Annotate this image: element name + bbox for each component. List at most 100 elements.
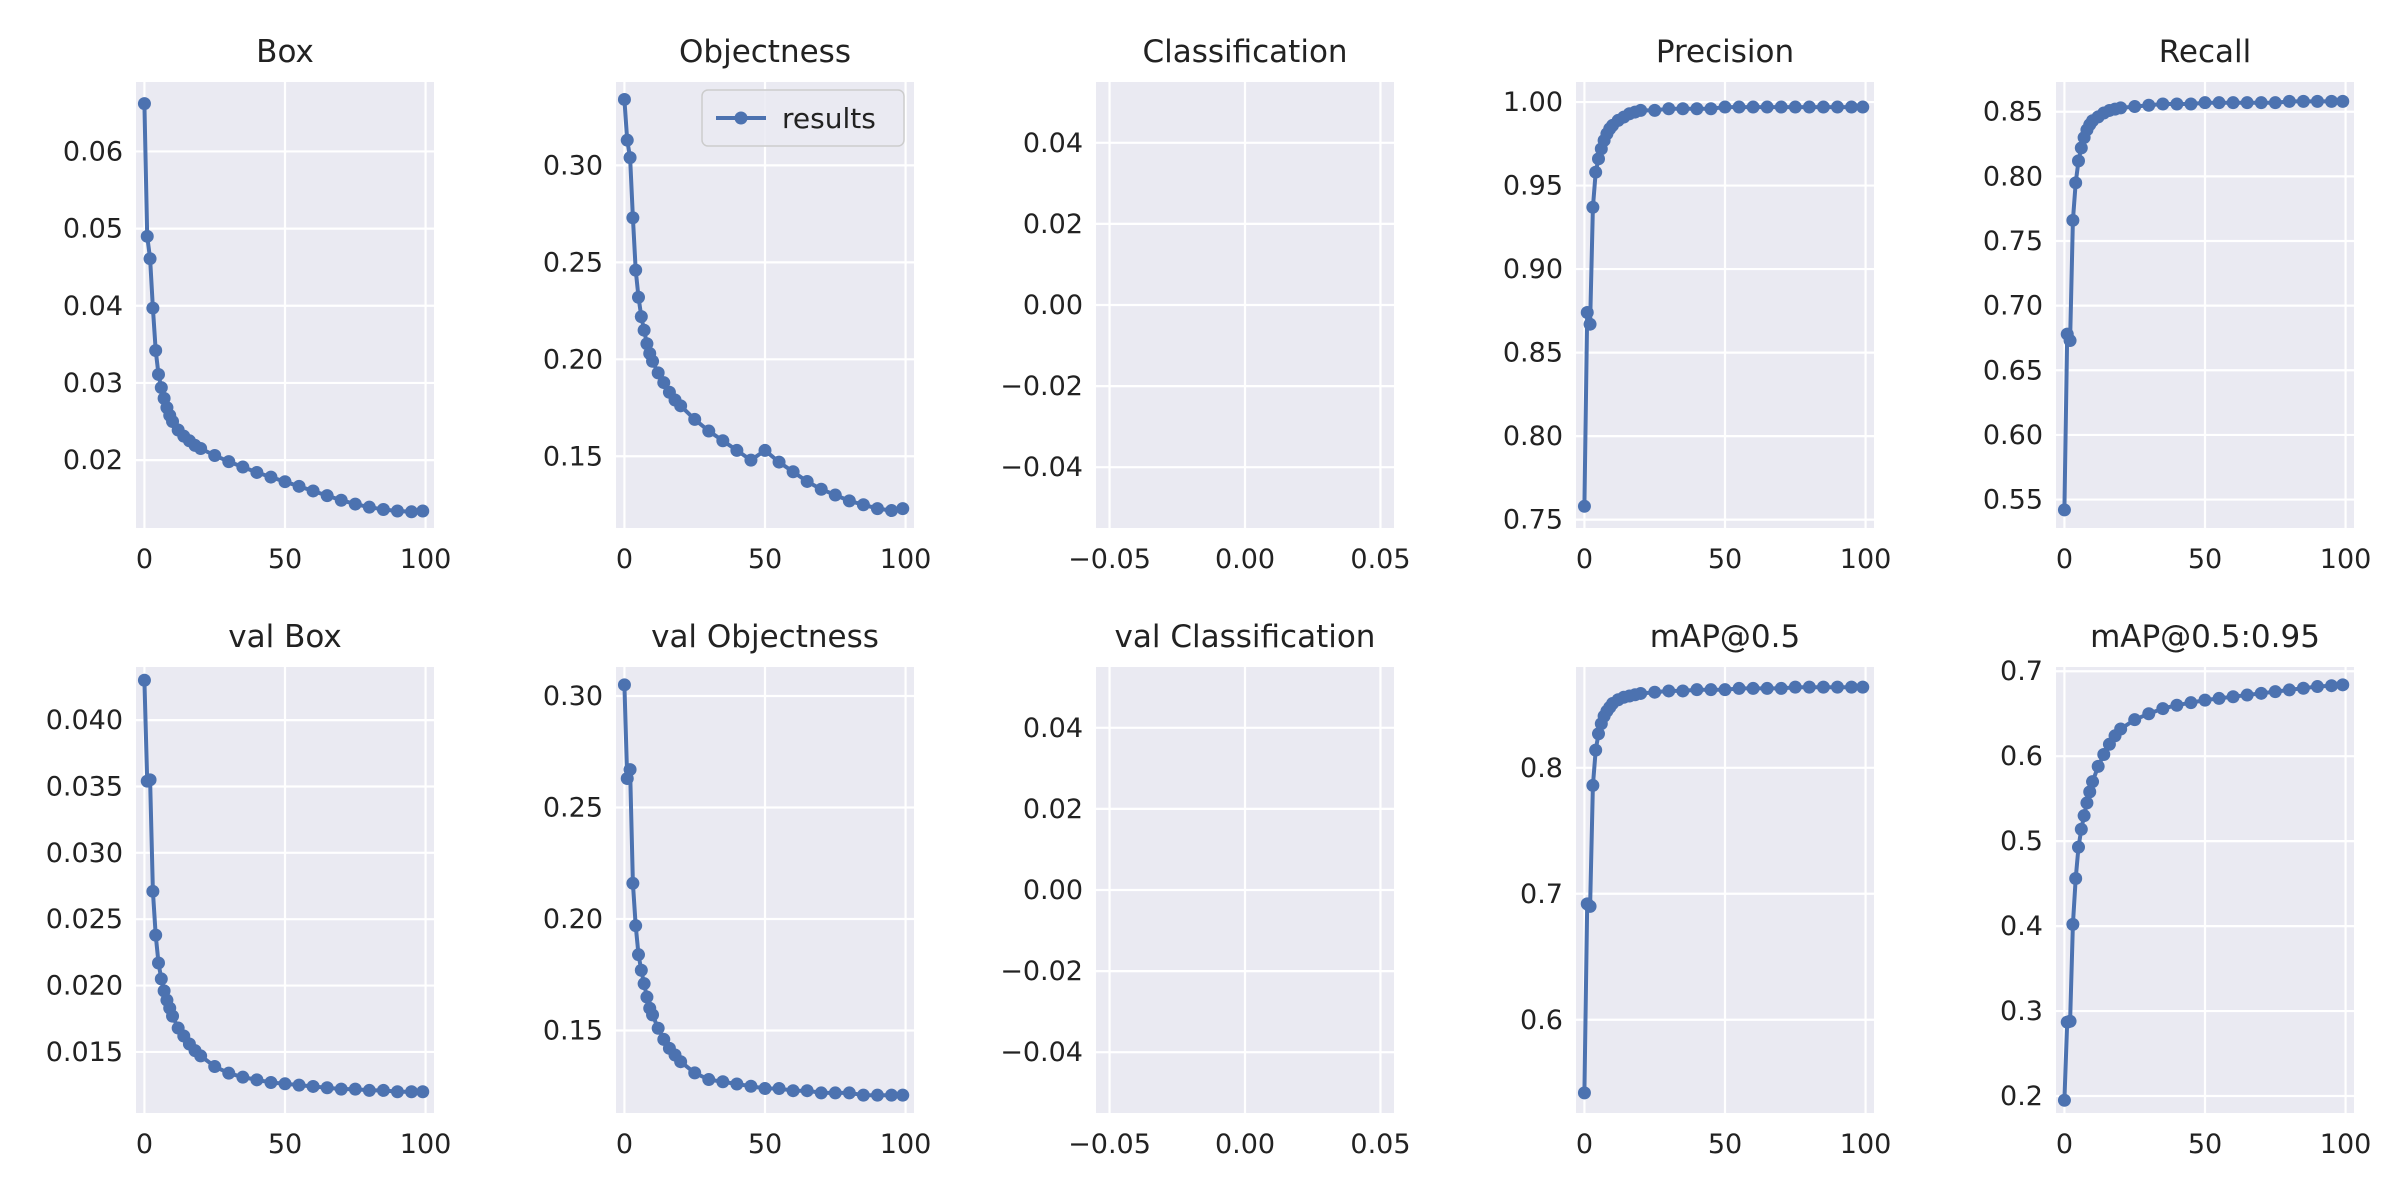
recall-data-point — [2212, 96, 2226, 110]
val-objectness-data-point — [896, 1088, 910, 1102]
precision-panel: 0 50 100 0.75 0.80 0.85 0.90 0.95 1.00 Precision — [1503, 34, 1891, 575]
val-objectness-data-point — [702, 1073, 716, 1087]
map-0-5-0-95-data-point — [2083, 785, 2097, 799]
recall-data-point — [2128, 100, 2142, 114]
recall-data-point — [2226, 96, 2240, 110]
recall-data-point — [2063, 334, 2077, 348]
recall-data-point — [2254, 96, 2268, 110]
box-y-tick-label: 0.05 — [63, 214, 123, 245]
val-objectness-data-point — [772, 1081, 786, 1095]
objectness-data-point — [657, 376, 671, 390]
recall-data-point — [2310, 94, 2324, 108]
val-objectness-data-point — [786, 1084, 800, 1098]
map-0-5-0-95-data-point — [2282, 683, 2296, 697]
val-objectness-x-tick-label: 0 — [616, 1129, 633, 1160]
box-y-tick-label: 0.04 — [63, 291, 123, 322]
recall-data-point — [2296, 94, 2310, 108]
val-box-data-point — [236, 1070, 250, 1084]
recall-y-tick-label: 0.75 — [1983, 226, 2043, 257]
map-0-5-data-point — [1802, 680, 1816, 694]
precision-y-tick-label: 0.95 — [1503, 171, 1563, 202]
objectness-x-tick-label: 100 — [880, 544, 932, 575]
recall-data-point — [2069, 176, 2083, 190]
val-objectness-y-tick-label: 0.30 — [543, 681, 603, 712]
objectness-data-point — [651, 366, 665, 380]
box-data-point — [194, 442, 208, 456]
val-box-data-point — [416, 1085, 430, 1099]
precision-data-point — [1718, 100, 1732, 114]
objectness-data-point — [674, 399, 688, 413]
precision-title: Precision — [1656, 34, 1794, 70]
classification-y-tick-label: 0.02 — [1023, 209, 1083, 240]
val-box-data-point — [362, 1083, 376, 1097]
map-0-5-0-95-data-point — [2240, 688, 2254, 702]
map-0-5-x-tick-label: 0 — [1576, 1129, 1593, 1160]
precision-data-point — [1662, 102, 1676, 116]
box-data-point — [362, 500, 376, 514]
map-0-5-0-95-data-point — [2128, 713, 2142, 727]
box-data-point — [151, 367, 165, 381]
val-box-panel: 0 50 100 0.015 0.020 0.025 0.030 0.035 0.040 val … — [46, 619, 452, 1160]
classification-y-tick-label: −0.02 — [1000, 371, 1083, 402]
box-y-tick-label: 0.02 — [63, 445, 123, 476]
recall-y-tick-label: 0.85 — [1983, 97, 2043, 128]
objectness-data-point — [716, 434, 730, 448]
map-0-5-y-tick-label: 0.6 — [1520, 1005, 1563, 1036]
box-data-point — [292, 479, 306, 493]
val-box-y-tick-label: 0.015 — [46, 1037, 123, 1068]
map-0-5-data-point — [1760, 681, 1774, 695]
precision-data-point — [1648, 103, 1662, 117]
val-box-data-point — [306, 1079, 320, 1093]
val-objectness-x-tick-label: 100 — [880, 1129, 932, 1160]
val-objectness-y-tick-label: 0.20 — [543, 904, 603, 935]
map-0-5-data-point — [1676, 684, 1690, 698]
recall-title: Recall — [2159, 34, 2252, 70]
box-data-point — [149, 344, 163, 358]
val-box-data-point — [376, 1083, 390, 1097]
val-box-data-point — [222, 1066, 236, 1080]
val-objectness-panel: 0 50 100 0.15 0.20 0.25 0.30 val Objectness — [543, 619, 931, 1160]
map-0-5-0-95-y-tick-label: 0.7 — [2000, 656, 2043, 687]
map-0-5-0-95-data-point — [2184, 696, 2198, 710]
val-classification-y-tick-label: 0.00 — [1023, 875, 1083, 906]
val-box-data-point — [348, 1082, 362, 1096]
map-0-5-data-point — [1816, 680, 1830, 694]
objectness-data-point — [646, 354, 660, 368]
objectness-y-tick-label: 0.25 — [543, 247, 603, 278]
objectness-data-point — [828, 488, 842, 502]
classification-x-tick-label: 0.00 — [1215, 544, 1275, 575]
objectness-data-point — [626, 211, 640, 225]
box-x-tick-label: 0 — [136, 544, 153, 575]
box-data-point — [405, 505, 419, 519]
map-0-5-data-point — [1591, 727, 1605, 741]
box-data-point — [143, 252, 157, 266]
classification-title: Classification — [1142, 34, 1347, 70]
val-box-data-point — [149, 928, 163, 942]
box-data-point — [376, 502, 390, 516]
val-classification-x-tick-label: −0.05 — [1068, 1129, 1151, 1160]
objectness-data-point — [758, 443, 772, 457]
box-y-tick-label: 0.06 — [63, 136, 123, 167]
map-0-5-data-point — [1845, 680, 1859, 694]
objectness-data-point — [631, 290, 645, 304]
val-box-data-point — [405, 1085, 419, 1099]
map-0-5-data-point — [1690, 683, 1704, 697]
map-0-5-0-95-y-tick-label: 0.3 — [2000, 996, 2043, 1027]
val-box-y-tick-label: 0.025 — [46, 904, 123, 935]
val-objectness-y-tick-label: 0.25 — [543, 792, 603, 823]
recall-data-point — [2336, 94, 2350, 108]
objectness-data-point — [744, 453, 758, 467]
precision-data-point — [1746, 100, 1760, 114]
map-0-5-0-95-data-point — [2071, 840, 2085, 854]
map-0-5-data-point — [1648, 685, 1662, 699]
map-0-5-0-95-data-point — [2074, 822, 2088, 836]
map-0-5-data-point — [1586, 778, 1600, 792]
val-objectness-data-point — [744, 1079, 758, 1093]
recall-y-tick-label: 0.70 — [1983, 291, 2043, 322]
precision-data-point — [1589, 165, 1603, 179]
box-data-point — [140, 229, 154, 243]
recall-data-point — [2074, 141, 2088, 155]
box-data-point — [278, 475, 292, 489]
box-data-point — [250, 465, 264, 479]
precision-y-tick-label: 0.75 — [1503, 505, 1563, 536]
